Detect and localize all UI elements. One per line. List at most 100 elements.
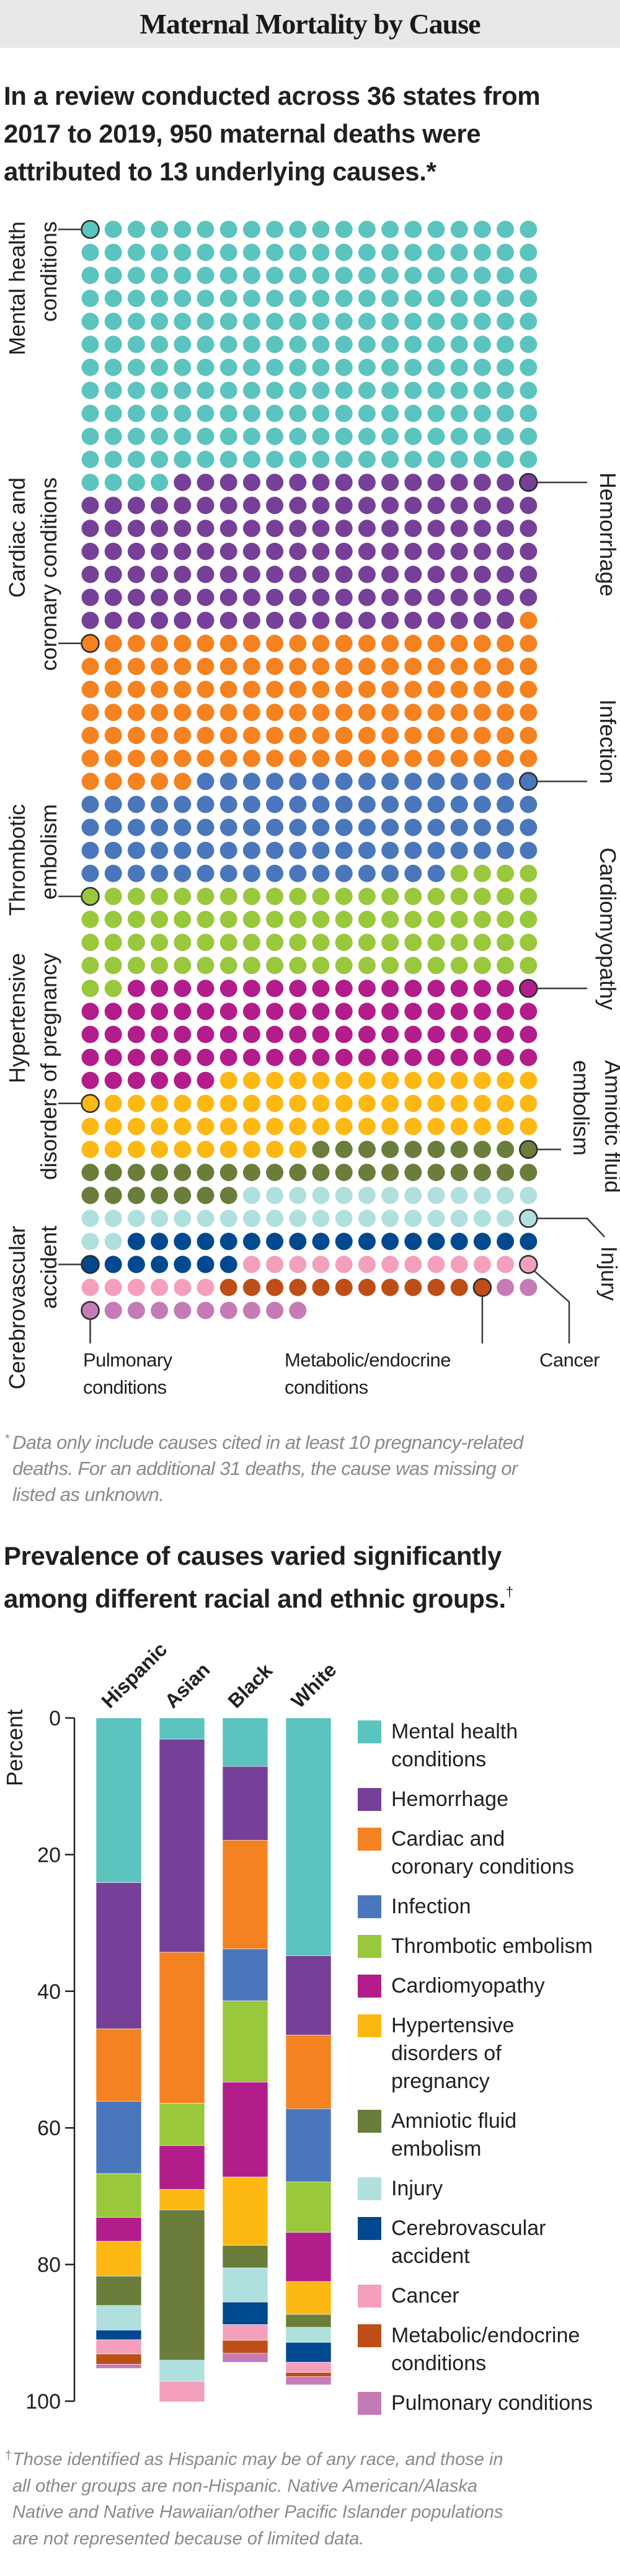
waffle-dot xyxy=(427,221,445,238)
waffle-dot xyxy=(473,427,491,445)
waffle-dot xyxy=(104,657,122,675)
waffle-dot xyxy=(289,864,307,882)
waffle-dot xyxy=(289,1164,307,1182)
waffle-dot xyxy=(242,404,260,422)
waffle-dot xyxy=(81,750,99,768)
waffle-dot xyxy=(289,887,307,905)
waffle-dot xyxy=(151,1141,169,1158)
y-tick-label: 40 xyxy=(37,1980,61,2004)
waffle-dot xyxy=(473,704,491,722)
waffle-dot xyxy=(473,1094,491,1112)
waffle-dot xyxy=(450,1278,468,1296)
waffle-dot xyxy=(219,565,237,583)
waffle-dot xyxy=(266,1210,284,1228)
bar-segment xyxy=(95,2305,142,2330)
waffle-dot xyxy=(497,520,515,538)
heading-line: In a review conducted across 36 states f… xyxy=(4,81,541,110)
waffle-dot xyxy=(381,611,399,629)
waffle-dot xyxy=(151,1210,169,1228)
waffle-label-line: Metabolic/endocrine xyxy=(285,1349,451,1371)
waffle-dot xyxy=(312,335,330,353)
waffle-dot xyxy=(151,795,169,813)
waffle-dot xyxy=(151,818,169,836)
waffle-dot xyxy=(404,1233,422,1250)
waffle-dot xyxy=(312,290,330,308)
waffle-dot xyxy=(197,887,215,905)
waffle-dot xyxy=(127,267,145,285)
waffle-dot xyxy=(266,818,284,836)
waffle-dot xyxy=(381,221,399,238)
waffle-dot xyxy=(242,1164,260,1182)
footnote-line: listed as unknown. xyxy=(12,1484,164,1505)
waffle-dot xyxy=(473,681,491,698)
waffle-dot xyxy=(289,957,307,975)
waffle-dot xyxy=(81,1117,99,1135)
waffle-dot xyxy=(404,1025,422,1043)
waffle-dot xyxy=(219,841,237,859)
waffle-dot xyxy=(127,1301,145,1319)
waffle-dot xyxy=(81,451,99,468)
bar-segment xyxy=(285,2035,332,2109)
waffle-label-line: Infection xyxy=(595,699,620,784)
waffle-dot xyxy=(197,1003,215,1020)
page-title: Maternal Mortality by Cause xyxy=(140,8,480,40)
waffle-dot xyxy=(358,588,376,606)
callout-dot xyxy=(519,472,538,492)
waffle-dot xyxy=(497,542,515,560)
waffle-dot xyxy=(335,957,353,975)
waffle-dot xyxy=(335,634,353,652)
waffle-dot xyxy=(450,451,468,468)
waffle-dot xyxy=(381,980,399,998)
waffle-dot xyxy=(242,474,260,492)
waffle-dot xyxy=(127,887,145,905)
bar-segment xyxy=(222,2000,268,2082)
callout-dot xyxy=(81,634,100,653)
waffle-dot xyxy=(289,451,307,468)
waffle-dot xyxy=(104,980,122,998)
waffle-dot xyxy=(289,542,307,560)
waffle-dot xyxy=(174,795,192,813)
waffle-dot xyxy=(104,1094,122,1112)
waffle-dot xyxy=(473,588,491,606)
waffle-dot xyxy=(174,841,192,859)
waffle-dot xyxy=(381,335,399,353)
bar-segment xyxy=(285,2281,332,2315)
waffle-dot xyxy=(289,772,307,790)
waffle-dot xyxy=(104,795,122,813)
waffle-dot xyxy=(335,221,353,238)
waffle-dot xyxy=(151,864,169,882)
waffle-dot xyxy=(312,588,330,606)
waffle-dot xyxy=(381,1048,399,1066)
waffle-dot xyxy=(497,1164,515,1182)
waffle-dot xyxy=(289,312,307,330)
waffle-dot xyxy=(266,451,284,468)
waffle-dot xyxy=(289,221,307,238)
waffle-dot xyxy=(473,335,491,353)
waffle-dot xyxy=(127,1210,145,1228)
waffle-dot xyxy=(219,1117,237,1135)
waffle-label: Cancer xyxy=(539,1347,600,1374)
bar-segment xyxy=(95,2029,142,2102)
waffle-dot xyxy=(219,221,237,238)
waffle-dot xyxy=(197,1278,215,1296)
waffle-dot xyxy=(266,1071,284,1089)
waffle-dot xyxy=(404,934,422,952)
waffle-dot xyxy=(427,427,445,445)
waffle-dot xyxy=(104,1210,122,1228)
waffle-dot xyxy=(104,957,122,975)
waffle-dot xyxy=(473,1117,491,1135)
waffle-dot xyxy=(104,565,122,583)
waffle-dot xyxy=(450,1187,468,1205)
waffle-dot xyxy=(335,542,353,560)
waffle-dot xyxy=(427,681,445,698)
waffle-dot xyxy=(197,911,215,928)
waffle-dot xyxy=(312,795,330,813)
waffle-dot xyxy=(335,335,353,353)
waffle-dot xyxy=(520,1187,538,1205)
waffle-dot xyxy=(520,451,538,468)
waffle-dot xyxy=(151,1071,169,1089)
waffle-dot xyxy=(312,957,330,975)
waffle-dot xyxy=(312,772,330,790)
waffle-dot xyxy=(289,1003,307,1020)
waffle-dot xyxy=(427,611,445,629)
